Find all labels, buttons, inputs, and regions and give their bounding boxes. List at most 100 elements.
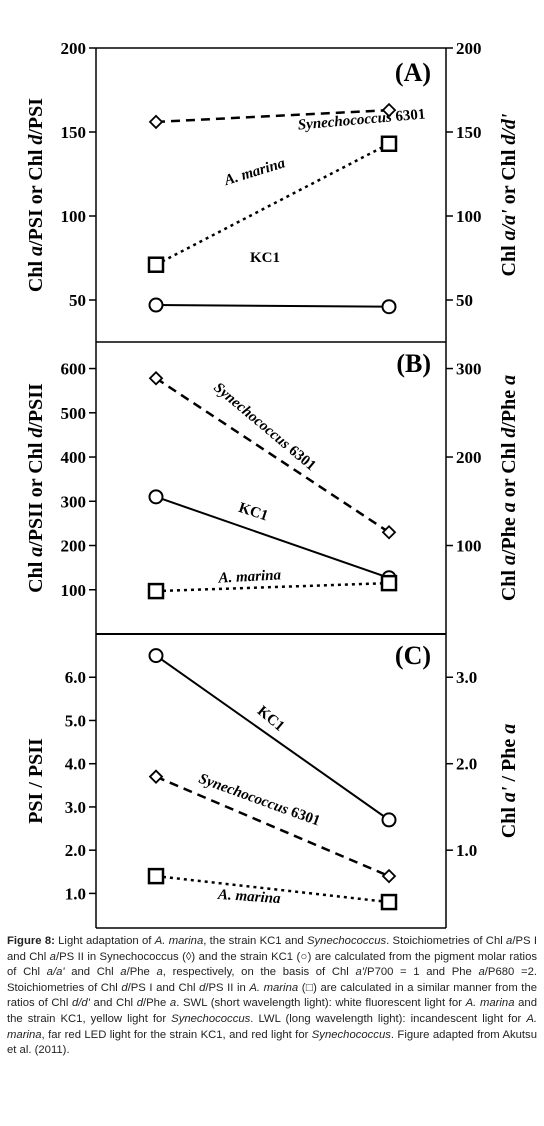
- caption-text: /Phe: [126, 966, 157, 979]
- panel-a-series-a-marina-line: [155, 142, 390, 266]
- panel-c-right-tick-label: 2.0: [456, 755, 477, 774]
- panel-a-series-kc1-line: [155, 304, 390, 308]
- panel-a-series-kc1-label: KC1: [250, 250, 280, 266]
- caption-text: /PS II in Synechococcus (◊) and the stra…: [7, 950, 537, 979]
- panel-c-left-tick-label: 1.0: [65, 884, 86, 903]
- panel-b-left-tick-label: 600: [61, 360, 87, 379]
- caption-text: and the strain KC1, yellow light for: [7, 997, 538, 1025]
- panel-c-left-tick-label: 4.0: [65, 755, 86, 774]
- panel-c-series-synechococcus-6301-diamond-marker: [381, 868, 397, 884]
- panel-a-label: (A): [395, 58, 431, 87]
- caption-text: Synechococcus: [307, 935, 387, 947]
- panel-c: 1.0 2.0 3.0 4.0 5.0 6.0 1.0 2.0 3.0 (C) PSI / PSII…: [25, 634, 520, 929]
- caption-text: . Figure adapted from Akutsu et al. (201…: [7, 1028, 537, 1057]
- panel-a-series-kc1-circle-marker: [381, 299, 397, 315]
- panel-b-series-kc1-label: KC1: [236, 500, 269, 524]
- caption-text: d/d': [72, 997, 90, 1010]
- panel-c-right-tick-label: 1.0: [456, 841, 477, 860]
- panel-a-left-axis-label: Chl a/PSI or Chl d/PSI: [25, 98, 47, 292]
- caption-label: Figure 8:: [7, 935, 55, 947]
- caption-text: /P680 =2. Stoichiometries of Chl: [7, 966, 537, 994]
- panel-c-left-tick-label: 6.0: [65, 668, 86, 687]
- panel-a-series-kc1-circle-marker: [148, 297, 164, 313]
- caption-text: , respectively, on the basis of Chl: [162, 966, 356, 979]
- panel-c-label: (C): [395, 641, 431, 670]
- panel-a-right-axis-label: Chl a/a' or Chl d/d': [498, 113, 520, 276]
- panel-b-series-a-marina-square-marker: [380, 574, 398, 592]
- panel-a-right-tick-label: 50: [456, 291, 473, 310]
- panel-b-series-a-marina-label: A. marina: [217, 567, 282, 586]
- caption-text: A. marina: [154, 935, 204, 947]
- panel-b-series-synechococcus-6301-label: Synechococcus 6301: [210, 380, 318, 474]
- caption-text: a: [156, 966, 163, 979]
- panel-c-left-axis-label: PSI / PSII: [25, 738, 47, 824]
- panel-a-series-a-marina-square-marker: [147, 256, 165, 273]
- panel-a-right-tick-label: 100: [456, 207, 482, 226]
- panel-b-series-a-marina-line: [155, 581, 390, 593]
- panel-b-right-tick-label: 200: [456, 448, 482, 467]
- caption-text: /PS I and Chl: [7, 935, 537, 963]
- panel-c-series-kc1-label: KC1: [254, 703, 287, 735]
- caption-text: (□) are calculated in a similar manner f…: [7, 981, 538, 1010]
- panel-a-left-tick-label: 50: [69, 291, 86, 310]
- caption-text: . Stoichiometries of Chl: [386, 935, 507, 947]
- panel-b-left-tick-label: 400: [61, 448, 87, 467]
- caption-text: a': [355, 966, 364, 979]
- panel-a-left-tick-label: 150: [61, 123, 87, 142]
- caption-text: , far red LED light for the strain KC1, …: [41, 1028, 312, 1041]
- panel-a-series-synechococcus-6301-diamond-marker: [381, 102, 397, 118]
- panel-c-series-a-marina-label: A. marina: [217, 887, 282, 907]
- panel-b-right-axis-label: Chl a/Phe a or Chl d/Phe a: [498, 375, 520, 601]
- panel-a-right-tick-label: 150: [456, 123, 482, 142]
- panel-b-left-tick-label: 500: [61, 404, 87, 423]
- panel-b-series-synechococcus-6301-diamond-marker: [148, 371, 164, 386]
- caption-text: A. marina: [249, 981, 299, 994]
- panel-c-left-tick-label: 3.0: [65, 798, 86, 817]
- panel-a-series-synechococcus-6301-label: Synechococcus 6301: [297, 106, 426, 133]
- panel-c-right-tick-label: 3.0: [456, 668, 477, 687]
- caption-text: d: [136, 997, 143, 1010]
- panel-c-series-kc1-circle-marker: [381, 812, 397, 828]
- panel-b-right-tick-label: 100: [456, 537, 482, 556]
- caption-text: A. marina: [465, 997, 515, 1010]
- caption-text: a: [478, 966, 485, 979]
- panel-b-left-tick-label: 300: [61, 492, 87, 511]
- panel-c-left-tick-label: 2.0: [65, 841, 86, 860]
- panel-a-left-tick-label: 100: [61, 207, 87, 226]
- panel-a-right-tick-label: 200: [456, 39, 482, 58]
- panel-b-left-axis-label: Chl a/PSII or Chl d/PSII: [25, 383, 47, 593]
- caption-text: /P700 = 1 and Phe: [363, 966, 479, 979]
- panel-a-left-tick-label: 200: [61, 39, 87, 58]
- caption-text: a: [49, 950, 56, 963]
- figure-chart: 50 100 150 200 50 100 150 200 (A) Chl a/PSI or Ch…: [25, 39, 520, 929]
- caption-text: d: [121, 981, 128, 994]
- caption-text: a: [506, 935, 513, 947]
- caption-text: Synechococcus: [311, 1028, 391, 1041]
- panel-a: 50 100 150 200 50 100 150 200 (A) Chl a/PSI or Ch…: [25, 39, 520, 343]
- panel-c-series-synechococcus-6301-diamond-marker: [148, 769, 164, 784]
- caption-text: a: [120, 966, 127, 979]
- panel-b-series-synechococcus-6301-line: [155, 377, 390, 534]
- caption-text: and Chl: [64, 966, 121, 979]
- caption-text: /PS I and Chl: [127, 981, 200, 994]
- caption-text: Synechococcus: [171, 1012, 251, 1025]
- caption-text: /Phe: [142, 997, 170, 1010]
- panel-a-series-synechococcus-6301-line: [155, 108, 390, 124]
- panel-a-series-synechococcus-6301-diamond-marker: [148, 114, 164, 130]
- caption-text: and Chl: [89, 997, 137, 1010]
- caption-text: Light adaptation of: [54, 935, 155, 947]
- panel-c-series-a-marina-square-marker: [380, 893, 398, 911]
- panel-b-left-tick-label: 200: [61, 537, 87, 556]
- caption-text: . LWL (long wavelength light): incandesc…: [250, 1012, 527, 1025]
- figure-caption: Figure 8: Light adaptation of A. marina,…: [7, 934, 537, 1059]
- panel-c-right-axis-label: Chl a' / Phe a: [498, 724, 520, 838]
- caption-text: , the strain KC1 and: [203, 935, 307, 947]
- caption-text: a/a': [46, 966, 65, 979]
- panel-b: 100 200 300 400 500 600 100 200 300 (B) Chl a/PSII…: [25, 342, 520, 635]
- caption-text: /PS II in: [205, 981, 250, 994]
- caption-text: A. marina: [7, 1012, 537, 1041]
- caption-text: d: [199, 981, 206, 994]
- panel-a-series-a-marina-square-marker: [380, 135, 398, 153]
- panel-b-series-kc1-circle-marker: [148, 489, 164, 505]
- panel-b-left-tick-label: 100: [61, 581, 87, 600]
